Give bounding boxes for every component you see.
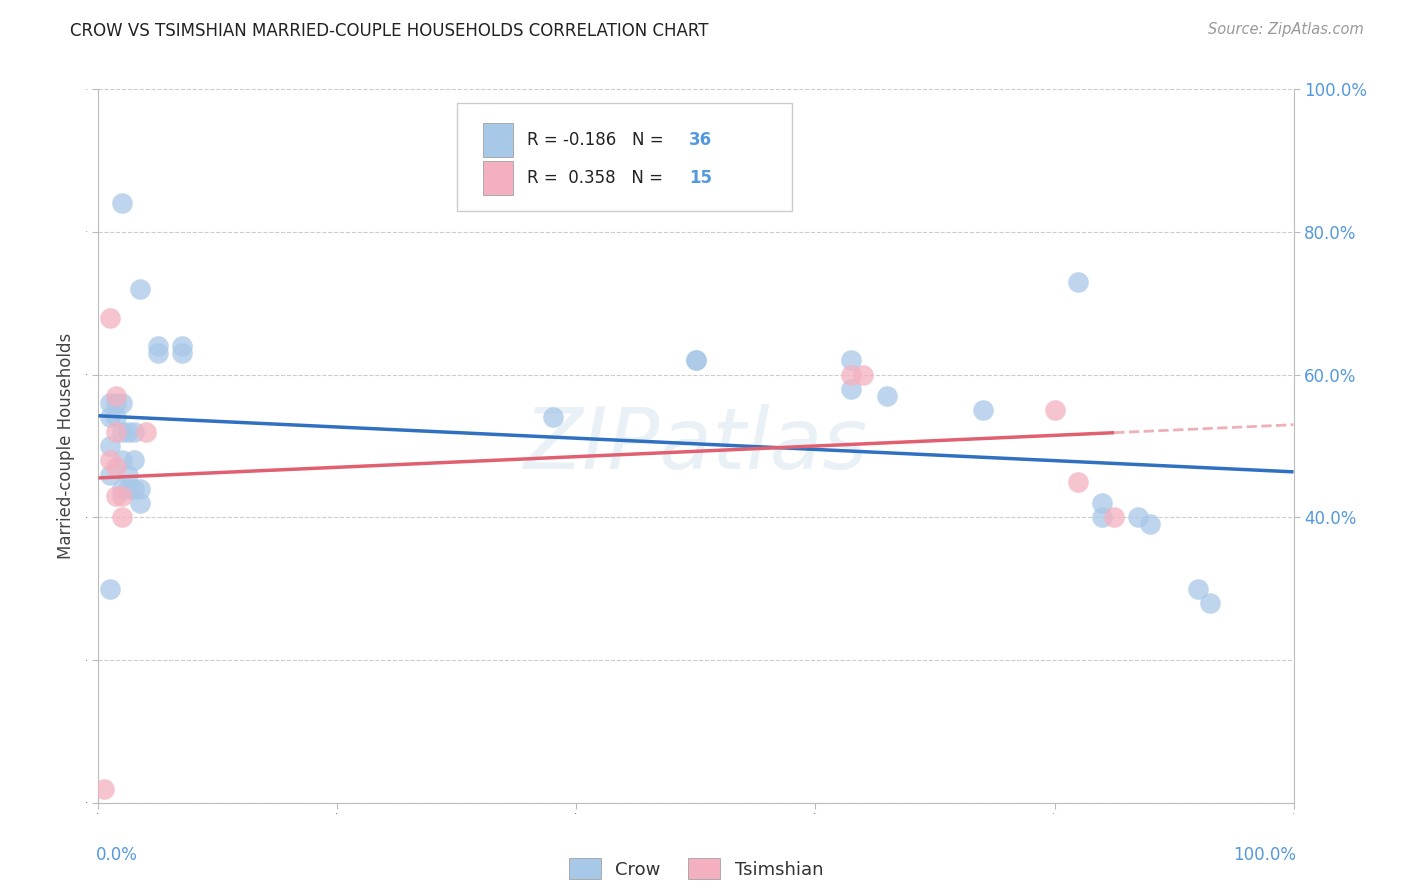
Text: 36: 36: [689, 131, 711, 149]
Point: [111, 453, 134, 467]
Point: [129, 482, 152, 496]
Point: [111, 396, 134, 410]
Point: [1091, 510, 1114, 524]
Text: ZIPatlas: ZIPatlas: [524, 404, 868, 488]
Text: 0.0%: 0.0%: [96, 846, 138, 863]
Point: [135, 425, 157, 439]
Point: [852, 368, 875, 382]
FancyBboxPatch shape: [484, 161, 513, 194]
Point: [117, 467, 139, 482]
Point: [972, 403, 994, 417]
FancyBboxPatch shape: [484, 123, 513, 157]
Point: [111, 510, 134, 524]
Point: [1198, 596, 1220, 610]
Point: [98, 396, 122, 410]
Point: [841, 353, 863, 368]
Point: [111, 482, 134, 496]
Point: [105, 396, 128, 410]
Text: R = -0.186   N =: R = -0.186 N =: [527, 131, 669, 149]
Point: [1128, 510, 1150, 524]
Point: [1067, 475, 1090, 489]
Point: [117, 425, 139, 439]
Point: [98, 310, 122, 325]
Point: [105, 489, 128, 503]
Point: [98, 467, 122, 482]
Point: [105, 389, 128, 403]
Point: [841, 368, 863, 382]
Point: [105, 425, 128, 439]
Point: [1139, 517, 1161, 532]
Point: [1091, 496, 1114, 510]
Point: [105, 460, 128, 475]
Text: R =  0.358   N =: R = 0.358 N =: [527, 169, 669, 186]
Point: [111, 489, 134, 503]
Point: [98, 582, 122, 596]
Point: [148, 346, 170, 360]
Point: [111, 196, 134, 211]
Point: [98, 453, 122, 467]
Point: [117, 482, 139, 496]
Point: [111, 425, 134, 439]
FancyBboxPatch shape: [457, 103, 792, 211]
Point: [124, 425, 146, 439]
Point: [124, 482, 146, 496]
Text: CROW VS TSIMSHIAN MARRIED-COUPLE HOUSEHOLDS CORRELATION CHART: CROW VS TSIMSHIAN MARRIED-COUPLE HOUSEHO…: [70, 22, 709, 40]
Point: [685, 353, 707, 368]
Text: 15: 15: [689, 169, 711, 186]
Y-axis label: Married-couple Households: Married-couple Households: [56, 333, 75, 559]
Point: [129, 496, 152, 510]
Point: [876, 389, 898, 403]
Point: [1187, 582, 1209, 596]
Point: [1043, 403, 1066, 417]
Text: Source: ZipAtlas.com: Source: ZipAtlas.com: [1208, 22, 1364, 37]
Point: [172, 346, 194, 360]
Point: [98, 439, 122, 453]
Point: [98, 410, 122, 425]
Text: 100.0%: 100.0%: [1233, 846, 1296, 863]
Point: [541, 410, 564, 425]
Point: [129, 282, 152, 296]
Point: [172, 339, 194, 353]
Point: [1067, 275, 1090, 289]
Point: [841, 382, 863, 396]
Point: [1102, 510, 1125, 524]
Point: [105, 410, 128, 425]
Legend: Crow, Tsimshian: Crow, Tsimshian: [561, 851, 831, 887]
Point: [124, 453, 146, 467]
Point: [148, 339, 170, 353]
Point: [93, 781, 115, 796]
Point: [685, 353, 707, 368]
